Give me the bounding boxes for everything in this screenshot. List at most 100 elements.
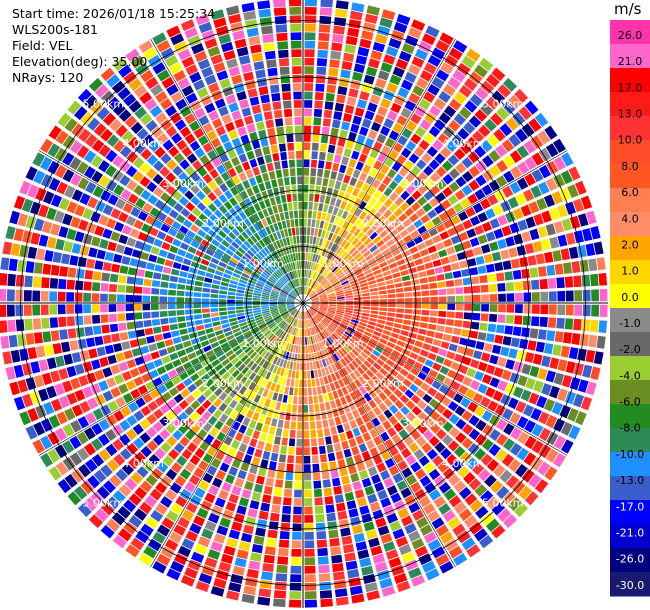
velocity-gate: [88, 77, 103, 92]
velocity-gate: [477, 265, 487, 274]
velocity-gate: [169, 275, 179, 283]
velocity-gate: [137, 384, 148, 395]
velocity-gate: [426, 448, 438, 460]
velocity-gate: [474, 484, 488, 497]
velocity-gate: [301, 328, 303, 337]
velocity-gate: [312, 271, 317, 280]
velocity-gate: [273, 223, 279, 232]
velocity-gate: [247, 360, 255, 369]
velocity-gate: [354, 489, 365, 499]
velocity-gate: [457, 466, 470, 478]
velocity-gate: [406, 337, 416, 345]
velocity-gate: [450, 335, 460, 344]
velocity-gate: [257, 596, 271, 606]
velocity-gate: [304, 15, 317, 24]
velocity-gate: [408, 502, 421, 514]
velocity-gate: [264, 284, 273, 289]
velocity-gate: [475, 505, 489, 519]
velocity-gate: [67, 267, 77, 278]
velocity-gate: [291, 49, 302, 58]
velocity-gate: [486, 134, 500, 147]
velocity-gate: [134, 240, 145, 250]
velocity-gate: [48, 414, 61, 429]
velocity-gate: [252, 244, 260, 253]
range-ring-label: 3.00km: [162, 177, 204, 190]
velocity-gate: [582, 364, 593, 378]
velocity-gate: [355, 541, 368, 551]
velocity-gate: [522, 280, 531, 291]
velocity-gate: [279, 278, 286, 285]
velocity-gate: [369, 261, 378, 268]
velocity-gate: [490, 112, 504, 126]
velocity-gate: [398, 383, 408, 393]
velocity-gate: [312, 344, 316, 353]
velocity-gate: [303, 244, 306, 252]
velocity-gate: [210, 54, 223, 65]
velocity-gate: [354, 388, 363, 398]
velocity-gate: [380, 431, 390, 442]
velocity-gate: [452, 270, 462, 279]
velocity-gate: [343, 174, 351, 184]
velocity-gate: [273, 347, 280, 356]
velocity-gate: [232, 30, 245, 41]
velocity-gate: [423, 462, 435, 474]
velocity-gate: [487, 323, 497, 333]
velocity-gate: [485, 333, 495, 343]
velocity-gate: [291, 244, 295, 253]
colorbar-tick-label: 1.0: [621, 265, 639, 278]
velocity-gate: [287, 316, 293, 324]
velocity-gate: [311, 297, 319, 301]
velocity-gate: [321, 411, 327, 420]
velocity-gate: [446, 351, 456, 360]
velocity-gate: [146, 335, 156, 344]
velocity-gate: [153, 238, 163, 248]
velocity-gate: [17, 379, 29, 393]
velocity-gate: [250, 195, 258, 205]
velocity-gate: [140, 148, 152, 160]
velocity-gate: [298, 261, 301, 269]
velocity-gate: [40, 453, 53, 468]
velocity-gate: [366, 276, 375, 282]
colorbar-tick-label: -4.0: [619, 369, 640, 382]
velocity-gate: [0, 273, 8, 286]
velocity-gate: [588, 258, 598, 272]
velocity-gate: [225, 121, 235, 132]
velocity-gate: [117, 304, 125, 312]
velocity-gate: [303, 227, 307, 235]
velocity-gate: [298, 388, 303, 396]
velocity-gate: [255, 333, 263, 340]
velocity-gate: [33, 262, 43, 274]
velocity-gate: [585, 243, 596, 257]
velocity-gate: [481, 221, 492, 232]
velocity-gate: [77, 338, 87, 350]
velocity-gate: [69, 140, 83, 154]
velocity-gate: [157, 384, 168, 395]
velocity-gate: [515, 292, 523, 302]
velocity-gate: [297, 176, 303, 185]
velocity-gate: [226, 5, 240, 16]
velocity-gate: [243, 208, 252, 218]
velocity-gate: [189, 523, 202, 535]
velocity-gate: [106, 496, 121, 510]
colorbar-tick-label: 13.0: [618, 108, 643, 121]
velocity-gate: [428, 159, 440, 171]
velocity-gate: [410, 201, 421, 212]
velocity-gate: [463, 121, 476, 134]
velocity-gate: [461, 410, 473, 422]
velocity-gate: [421, 310, 430, 316]
velocity-gate: [352, 524, 363, 535]
velocity-gate: [303, 371, 307, 379]
velocity-gate: [270, 309, 279, 314]
velocity-gate: [220, 41, 234, 53]
velocity-gate: [443, 377, 454, 387]
velocity-gate: [227, 149, 237, 159]
field-name: Field: VEL: [12, 38, 73, 53]
velocity-gate: [134, 106, 147, 120]
velocity-gate: [427, 275, 437, 283]
velocity-gate: [348, 158, 357, 168]
velocity-gate: [297, 244, 300, 252]
velocity-gate: [296, 362, 300, 371]
velocity-gate: [416, 516, 429, 529]
velocity-gate: [435, 355, 445, 364]
velocity-gate: [280, 75, 291, 84]
